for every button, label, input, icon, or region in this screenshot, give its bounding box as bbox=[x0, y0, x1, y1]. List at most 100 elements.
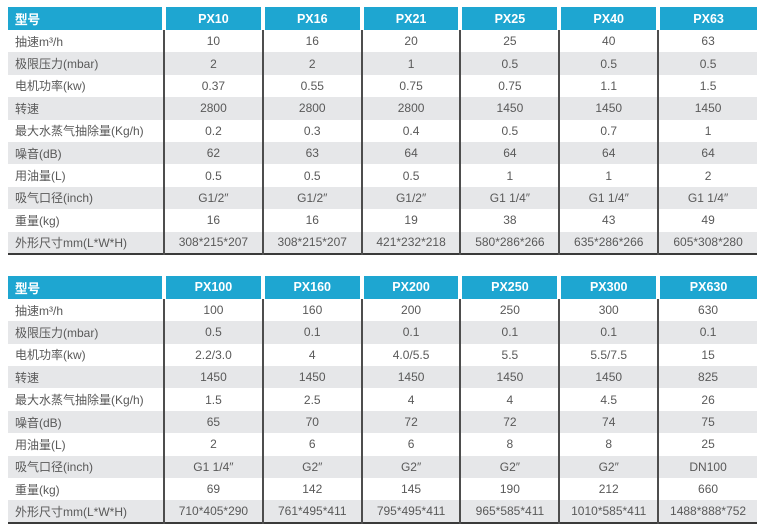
pump-spec-table-large-models: 型号 PX100 PX160 PX200 PX250 PX300 PX630 抽速m³/h 10… bbox=[8, 275, 757, 524]
spec-row: 抽速m³/h 10 16 20 25 40 63 bbox=[8, 30, 757, 53]
spec-value-cell: 1488*888*752 bbox=[657, 500, 757, 523]
spec-value-cell: 630 bbox=[657, 298, 757, 322]
spec-value-cell: 5.5 bbox=[459, 343, 560, 367]
spec-value-cell: 64 bbox=[657, 141, 757, 165]
spec-value-cell: 421*232*218 bbox=[360, 231, 461, 254]
column-header-px300: PX300 bbox=[557, 275, 659, 299]
column-header-px21: PX21 bbox=[359, 7, 461, 30]
spec-value-cell: 4 bbox=[360, 388, 461, 411]
spec-value-cell: 64 bbox=[360, 141, 461, 165]
spec-row: 外形尺寸mm(L*W*H) 710*405*290 761*495*411 795*4… bbox=[8, 500, 757, 523]
column-header-px63: PX63 bbox=[656, 7, 757, 30]
spec-value-cell: 64 bbox=[459, 141, 560, 165]
spec-value-cell: 4 bbox=[459, 388, 560, 411]
spec-value-cell: 0.5 bbox=[163, 164, 263, 187]
spec-row: 电机功率(kw) 0.37 0.55 0.75 0.75 1.1 1.5 bbox=[8, 74, 757, 98]
spec-value-cell: 1010*585*411 bbox=[558, 500, 659, 523]
spec-value-cell: 0.2 bbox=[163, 119, 263, 142]
header-row: 型号 PX10 PX16 PX21 PX25 PX40 PX63 bbox=[8, 7, 757, 30]
spec-label-cell: 抽速m³/h bbox=[15, 303, 64, 318]
spec-value-cell: 8 bbox=[459, 433, 560, 456]
spec-value-cell: 100 bbox=[163, 298, 263, 322]
spec-value-cell: 795*495*411 bbox=[360, 500, 461, 523]
spec-value-cell: 160 bbox=[261, 298, 362, 322]
spec-value-cell: 200 bbox=[360, 298, 461, 322]
spec-label-cell: 吸气口径(inch) bbox=[15, 460, 94, 475]
spec-value-cell: 74 bbox=[558, 410, 659, 434]
spec-value-cell: G2″ bbox=[459, 455, 560, 479]
spec-value-cell: G1 1/4″ bbox=[558, 186, 659, 210]
spec-value-cell: 16 bbox=[163, 209, 263, 232]
spec-row: 极限压力(mbar) 2 2 1 0.5 0.5 0.5 bbox=[8, 52, 757, 75]
spec-value-cell: 250 bbox=[459, 298, 560, 322]
spec-value-cell: 5.5/7.5 bbox=[558, 343, 659, 367]
spec-label-cell: 外形尺寸mm(L*W*H) bbox=[15, 235, 127, 250]
spec-row: 噪音(dB) 62 63 64 64 64 64 bbox=[8, 141, 757, 165]
spec-value-cell: 49 bbox=[657, 209, 757, 232]
spec-label-cell: 极限压力(mbar) bbox=[15, 325, 99, 340]
spec-row: 电机功率(kw) 2.2/3.0 4 4.0/5.5 5.5 5.5/7.5 15 bbox=[8, 343, 757, 367]
spec-value-cell: G1 1/4″ bbox=[163, 455, 263, 479]
spec-label-cell: 最大水蒸气抽除量(Kg/h) bbox=[15, 393, 144, 408]
spec-value-cell: 1450 bbox=[459, 366, 560, 389]
spec-row: 转速 1450 1450 1450 1450 1450 825 bbox=[8, 366, 757, 389]
spec-label-cell: 吸气口径(inch) bbox=[15, 191, 94, 206]
spec-value-cell: 580*286*266 bbox=[459, 231, 560, 254]
spec-value-cell: 1450 bbox=[163, 366, 263, 389]
model-header-label: 型号 bbox=[8, 275, 164, 299]
spec-label-cell: 电机功率(kw) bbox=[15, 348, 86, 363]
column-header-px25: PX25 bbox=[458, 7, 560, 30]
column-header-px100: PX100 bbox=[162, 275, 263, 299]
spec-value-cell: 0.55 bbox=[261, 74, 362, 98]
spec-value-cell: 8 bbox=[558, 433, 659, 456]
spec-value-cell: 1450 bbox=[459, 97, 560, 120]
spec-value-cell: 0.1 bbox=[360, 321, 461, 344]
spec-value-cell: 1450 bbox=[558, 97, 659, 120]
spec-value-cell: 40 bbox=[558, 30, 659, 53]
spec-value-cell: 20 bbox=[360, 30, 461, 53]
spec-value-cell: G2″ bbox=[558, 455, 659, 479]
header-row: 型号 PX100 PX160 PX200 PX250 PX300 PX630 bbox=[8, 275, 757, 299]
spec-value-cell: 1 bbox=[657, 119, 757, 142]
spec-value-cell: 2 bbox=[163, 433, 263, 456]
spec-row: 最大水蒸气抽除量(Kg/h) 0.2 0.3 0.4 0.5 0.7 1 bbox=[8, 119, 757, 142]
spec-value-cell: G2″ bbox=[360, 455, 461, 479]
spec-value-cell: 2.5 bbox=[261, 388, 362, 411]
column-header-px160: PX160 bbox=[260, 275, 362, 299]
spec-row: 最大水蒸气抽除量(Kg/h) 1.5 2.5 4 4 4.5 26 bbox=[8, 388, 757, 411]
spec-value-cell: 26 bbox=[657, 388, 757, 411]
spec-value-cell: 4.5 bbox=[558, 388, 659, 411]
spec-row: 用油量(L) 2 6 6 8 8 25 bbox=[8, 433, 757, 456]
spec-label-cell: 噪音(dB) bbox=[15, 415, 62, 430]
spec-row: 用油量(L) 0.5 0.5 0.5 1 1 2 bbox=[8, 164, 757, 187]
spec-value-cell: 75 bbox=[657, 410, 757, 434]
spec-value-cell: G1/2″ bbox=[163, 186, 263, 210]
spec-value-cell: 4 bbox=[261, 343, 362, 367]
spec-value-cell: 1450 bbox=[558, 366, 659, 389]
spec-value-cell: 0.1 bbox=[657, 321, 757, 344]
spec-value-cell: 72 bbox=[360, 410, 461, 434]
spec-value-cell: 25 bbox=[459, 30, 560, 53]
spec-label-cell: 用油量(L) bbox=[15, 437, 66, 452]
spec-value-cell: 1.5 bbox=[657, 74, 757, 98]
spec-value-cell: G2″ bbox=[261, 455, 362, 479]
spec-value-cell: 1.1 bbox=[558, 74, 659, 98]
spec-value-cell: 70 bbox=[261, 410, 362, 434]
spec-label-cell: 重量(kg) bbox=[15, 482, 60, 497]
spec-value-cell: 63 bbox=[657, 30, 757, 53]
spec-value-cell: 1.5 bbox=[163, 388, 263, 411]
spec-value-cell: 6 bbox=[360, 433, 461, 456]
spec-value-cell: 190 bbox=[459, 478, 560, 501]
spec-value-cell: 660 bbox=[657, 478, 757, 501]
spec-value-cell: 2 bbox=[261, 52, 362, 75]
spec-label-cell: 抽速m³/h bbox=[15, 34, 64, 49]
spec-value-cell: 65 bbox=[163, 410, 263, 434]
spec-value-cell: 2800 bbox=[360, 97, 461, 120]
spec-row: 噪音(dB) 65 70 72 72 74 75 bbox=[8, 410, 757, 434]
spec-label-cell: 转速 bbox=[15, 101, 40, 116]
column-header-px630: PX630 bbox=[656, 275, 757, 299]
spec-value-cell: 25 bbox=[657, 433, 757, 456]
spec-value-cell: 605*308*280 bbox=[657, 231, 757, 254]
spec-value-cell: 0.5 bbox=[459, 119, 560, 142]
